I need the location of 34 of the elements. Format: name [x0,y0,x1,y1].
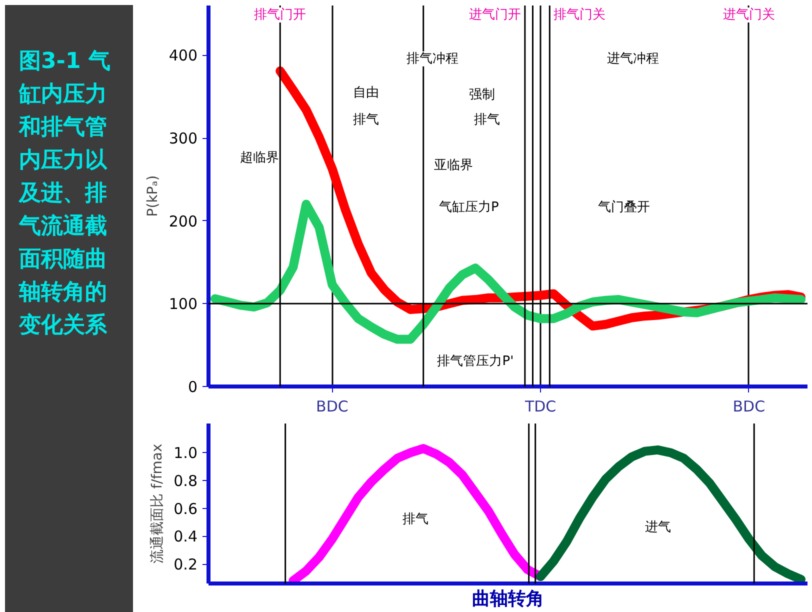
chart-title: 图3-1 气缸内压力和排气管内压力以及进、排气流通截面积随曲轴转角的变化关系 [19,49,110,338]
annotation: 排气 [474,112,500,128]
annotation: 排气冲程 [406,51,458,66]
y-tick-label: 0 [188,378,198,396]
annotation: 排气门开 [254,6,306,23]
annotation: 进气门关 [722,6,775,23]
annotation: 超临界 [240,150,279,166]
annotation: 亚临界 [434,158,473,174]
annotation: 进气冲程 [607,51,660,66]
annotation: 排气门关 [554,6,606,23]
annotation: 排气管压力P' [437,354,514,370]
y-tick-label: 100 [168,295,198,314]
y-tick-label: 400 [168,46,198,65]
y-tick-label: 300 [168,130,198,148]
y-tick-label: 200 [168,212,198,230]
y-tick-label: 0.8 [174,472,198,490]
y-tick-label: 0.4 [174,528,198,546]
x-tick-label: BDC [732,398,766,416]
annotation: 强制 [468,88,495,103]
y-axis-title: P(kPₐ) [144,175,161,217]
x-tick-label: BDC [316,398,348,416]
annotation: 进气 [644,520,671,535]
y-tick-label: 0.6 [174,500,198,518]
x-axis-title: 曲轴转角 [472,588,544,610]
annotation: 自由 [353,86,380,101]
annotation: 进气门开 [469,6,522,23]
annotation: 气缸压力P [439,200,500,215]
y-axis-title: 流通截面比 f/fmax [150,444,166,564]
annotation: 气门叠开 [598,198,650,215]
x-tick-label: TDC [524,398,556,416]
y-tick-label: 1.0 [174,444,198,462]
y-tick-label: 0.2 [174,556,198,574]
annotation: 排气 [402,512,429,527]
annotation: 排气 [353,112,380,128]
